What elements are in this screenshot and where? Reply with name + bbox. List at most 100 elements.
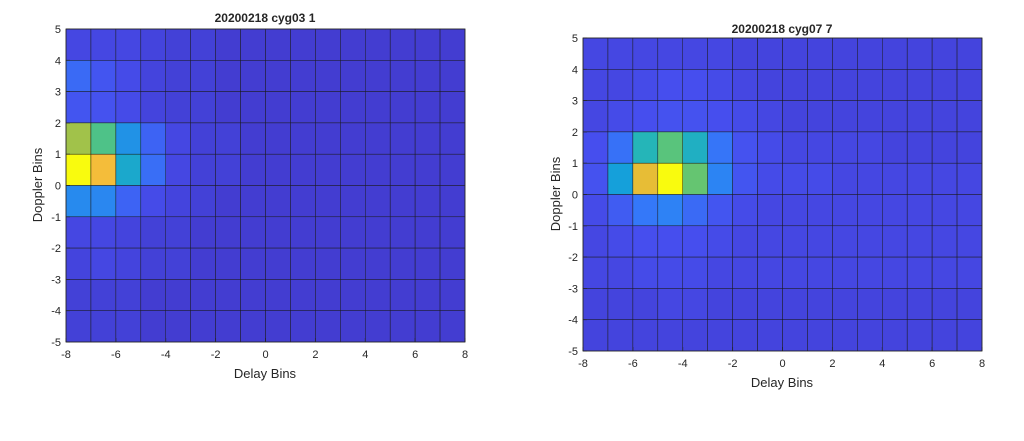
heatmap-cell: [290, 185, 316, 218]
heatmap-cell: [340, 310, 366, 343]
x-tick-label: 8: [462, 349, 468, 361]
heatmap-cell: [340, 122, 366, 155]
heatmap-cell: [389, 185, 416, 218]
heatmap-cell: [906, 194, 933, 227]
heatmap-cell: [115, 216, 142, 249]
heatmap-cell: [389, 91, 416, 124]
heatmap-cell: [682, 37, 708, 70]
heatmap-cell: [657, 319, 683, 352]
heatmap-chart-cyg07: 20200218 cyg07 7 -8 -6 -4 -2 0 2 4 6 8 5 4 3 2 1 0 -1 -…: [548, 22, 985, 390]
heatmap-cell: [240, 279, 266, 311]
y-tick-label: 1: [55, 149, 61, 161]
y-tick-label: 3: [55, 87, 61, 99]
heatmap-cell: [931, 131, 958, 164]
heatmap-cell: [782, 256, 808, 289]
heatmap-cell: [832, 319, 858, 352]
x-tick-label: -8: [578, 358, 588, 370]
heatmap-cell: [439, 28, 466, 61]
heatmap-cell: [290, 28, 316, 61]
heatmap-cell: [732, 162, 758, 195]
heatmap-cell: [956, 37, 983, 70]
heatmap-cell: [906, 319, 933, 352]
heatmap-cell: [582, 131, 609, 164]
heatmap-cell: [340, 247, 366, 280]
heatmap-cell: [240, 185, 266, 218]
heatmap-cell: [782, 162, 808, 195]
x-axis-label: Delay Bins: [751, 375, 814, 390]
heatmap-cell: [757, 162, 783, 195]
heatmap-cell: [190, 216, 216, 249]
heatmap-cell: [140, 185, 166, 218]
heatmap-cell: [582, 162, 609, 195]
heatmap-cell: [906, 131, 933, 164]
heatmap-cell: [115, 28, 142, 61]
heatmap-cell: [389, 153, 416, 186]
heatmap-cell: [657, 162, 683, 195]
heatmap-cell: [165, 60, 191, 92]
heatmap-cell: [832, 69, 858, 101]
heatmap-cell: [956, 69, 983, 101]
heatmap-cell: [757, 319, 783, 352]
heatmap-cell: [290, 310, 316, 343]
heatmap-cell: [140, 279, 166, 311]
heatmap-cell: [115, 153, 142, 186]
heatmap-cell: [165, 91, 191, 124]
heatmap-cell: [65, 28, 92, 61]
heatmap-cell: [414, 28, 441, 61]
heatmap-cell: [439, 216, 466, 249]
heatmap-cell: [807, 162, 833, 195]
y-tick-label: 2: [55, 118, 61, 130]
heatmap-cell: [682, 288, 708, 320]
heatmap-cell: [290, 91, 316, 124]
heatmap-cell: [882, 131, 908, 164]
heatmap-cell: [414, 60, 441, 92]
heatmap-cell: [632, 69, 659, 101]
heatmap-cell: [607, 194, 634, 227]
heatmap-cell: [906, 256, 933, 289]
heatmap-cell: [340, 185, 366, 218]
heatmap-cell: [657, 37, 683, 70]
heatmap-cell: [365, 28, 391, 61]
heatmap-cell: [65, 60, 92, 92]
y-axis-label: Doppler Bins: [548, 156, 563, 231]
heatmap-cell: [782, 69, 808, 101]
heatmap-cell: [90, 279, 117, 311]
heatmap-cell: [607, 37, 634, 70]
heatmap-cell: [65, 153, 92, 186]
heatmap-cell: [215, 310, 241, 343]
heatmap-cell: [240, 122, 266, 155]
heatmap-cell: [956, 162, 983, 195]
heatmap-cell: [931, 194, 958, 227]
heatmap-cell: [140, 216, 166, 249]
y-tick-label: -3: [568, 283, 578, 295]
heatmap-cell: [389, 279, 416, 311]
y-tick-label: 4: [55, 55, 61, 67]
heatmap-cell: [240, 216, 266, 249]
heatmap-cell: [414, 279, 441, 311]
heatmap-cell: [632, 194, 659, 227]
heatmap-cell: [315, 279, 341, 311]
heatmap-cell: [215, 91, 241, 124]
heatmap-cell: [607, 319, 634, 352]
y-tick-label: 3: [572, 96, 578, 108]
heatmap-cell: [140, 28, 166, 61]
heatmap-cell: [632, 37, 659, 70]
heatmap-cell: [140, 247, 166, 280]
heatmap-cell: [757, 131, 783, 164]
heatmap-cell: [607, 162, 634, 195]
heatmap-cell: [265, 310, 291, 343]
heatmap-cell: [140, 122, 166, 155]
heatmap-cell: [90, 153, 117, 186]
heatmap-cell: [832, 225, 858, 258]
heatmap-cell: [782, 225, 808, 258]
heatmap-cell: [389, 310, 416, 343]
heatmap-cell: [165, 216, 191, 249]
y-tick-label: -3: [51, 274, 61, 286]
heatmap-cell: [857, 319, 883, 352]
heatmap-cell: [832, 131, 858, 164]
y-tick-label: -5: [51, 337, 61, 349]
heatmap-cell: [115, 247, 142, 280]
heatmap-cell: [115, 279, 142, 311]
heatmap-cell: [807, 225, 833, 258]
y-tick-label: -4: [51, 306, 61, 318]
